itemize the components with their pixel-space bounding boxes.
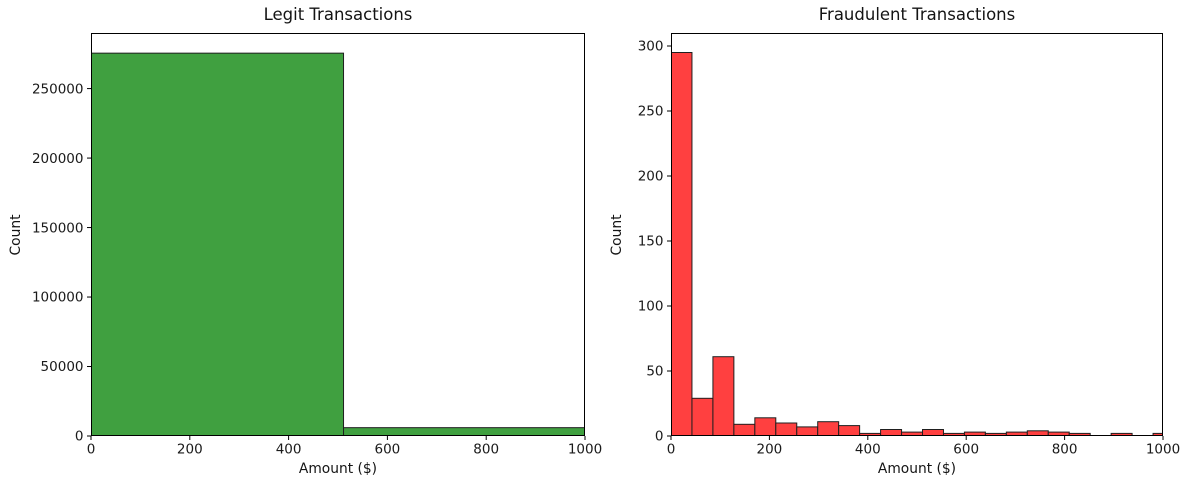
histogram-bar <box>796 426 819 436</box>
histogram-bar <box>91 52 345 436</box>
histogram-bars <box>671 52 1163 436</box>
legit-yaxis-label: Count <box>8 214 24 256</box>
y-tick-label: 250 <box>638 104 664 120</box>
histogram-bar <box>1152 432 1163 436</box>
y-tick-label: 150000 <box>32 220 84 236</box>
histogram-bar <box>691 397 714 436</box>
y-tick-label: 200000 <box>32 151 84 167</box>
fraud-xaxis-label: Amount ($) <box>877 461 957 477</box>
x-tick-label: 1000 <box>1146 442 1180 458</box>
histogram-bars <box>91 52 585 436</box>
legit-xaxis-label: Amount ($) <box>298 461 378 477</box>
axes-frame <box>91 33 585 436</box>
fraud-yaxis-label: Count <box>609 214 625 256</box>
x-tick-label: 800 <box>1052 442 1078 458</box>
x-tick-label: 0 <box>667 442 676 458</box>
histogram-bar <box>838 425 861 436</box>
y-tick-label: 150 <box>638 234 664 250</box>
x-tick-label: 400 <box>276 442 302 458</box>
y-tick-label: 0 <box>75 429 84 445</box>
axes-frame <box>671 33 1163 436</box>
x-tick-label: 600 <box>375 442 401 458</box>
histogram-bar <box>712 356 735 436</box>
x-tick-label: 400 <box>855 442 881 458</box>
histogram-bar <box>733 423 756 436</box>
y-tick-label: 50 <box>646 364 663 380</box>
x-tick-label: 0 <box>87 442 96 458</box>
histogram-bar <box>775 422 798 436</box>
y-tick-label: 200 <box>638 169 664 185</box>
histogram-bar <box>754 417 777 436</box>
fraud-chart-title: Fraudulent Transactions <box>818 5 1016 24</box>
histogram-bar <box>671 52 693 436</box>
y-tick-label: 250000 <box>32 81 84 97</box>
x-tick-label: 1000 <box>568 442 602 458</box>
x-tick-label: 600 <box>953 442 979 458</box>
y-tick-label: 0 <box>655 429 664 445</box>
legit-chart-title: Legit Transactions <box>263 5 413 24</box>
x-tick-label: 200 <box>177 442 203 458</box>
y-tick-label: 100000 <box>32 290 84 306</box>
y-tick-label: 100 <box>638 299 664 315</box>
y-tick-label: 50000 <box>41 359 84 375</box>
histogram-bar <box>343 427 585 436</box>
histogram-bar <box>922 429 944 436</box>
x-tick-label: 800 <box>473 442 499 458</box>
histogram-bar <box>817 421 840 436</box>
y-tick-label: 300 <box>638 39 664 55</box>
x-tick-label: 200 <box>757 442 783 458</box>
